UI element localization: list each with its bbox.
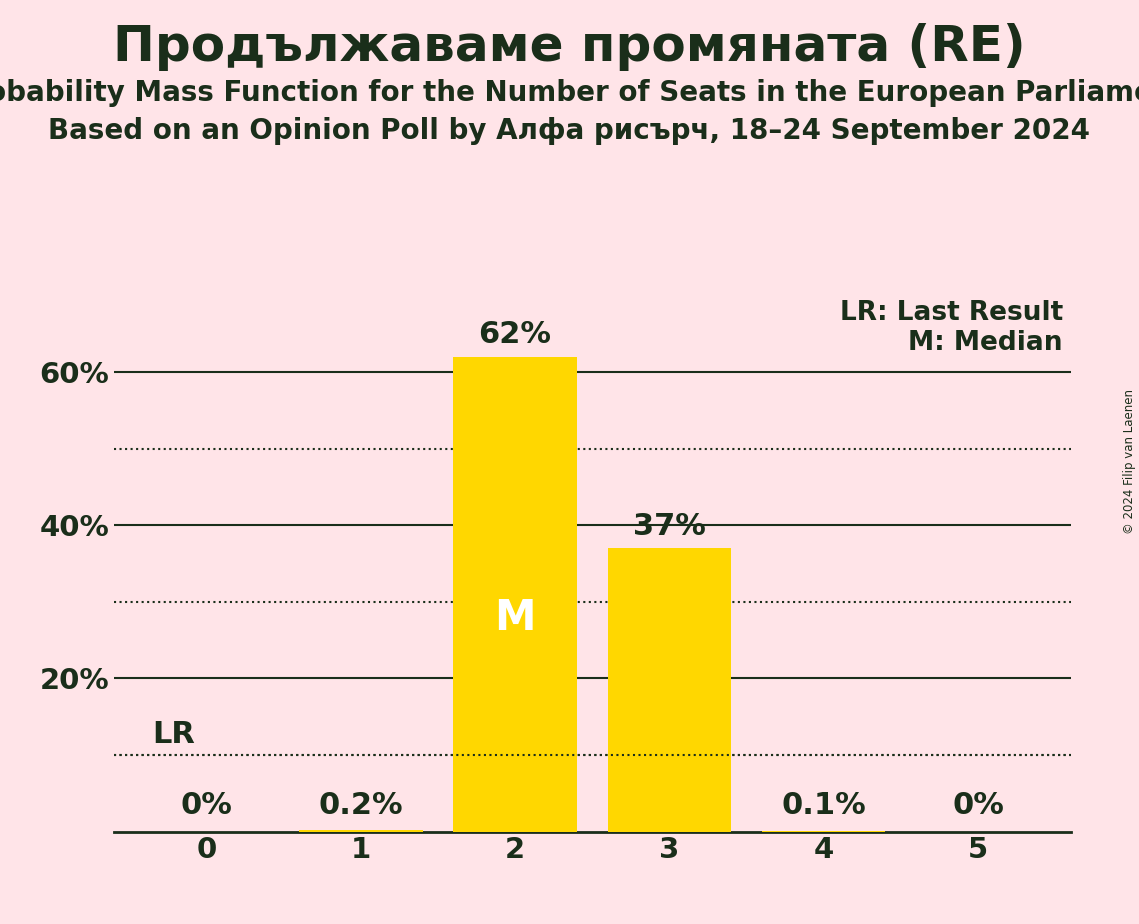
- Text: Based on an Opinion Poll by Алфа рисърч, 18–24 September 2024: Based on an Opinion Poll by Алфа рисърч,…: [49, 117, 1090, 145]
- Text: 0%: 0%: [181, 791, 232, 821]
- Text: 62%: 62%: [478, 321, 551, 349]
- Text: 0.2%: 0.2%: [319, 791, 403, 821]
- Text: M: Median: M: Median: [909, 330, 1063, 356]
- Text: 37%: 37%: [633, 512, 706, 541]
- Text: M: M: [494, 597, 535, 639]
- Text: 0%: 0%: [952, 791, 1003, 821]
- Text: LR: Last Result: LR: Last Result: [839, 299, 1063, 325]
- Text: 0.1%: 0.1%: [781, 791, 866, 821]
- Bar: [453, 357, 576, 832]
- Text: LR: LR: [153, 720, 196, 749]
- Text: Продължаваме промяната (RE): Продължаваме промяната (RE): [113, 23, 1026, 71]
- Text: Probability Mass Function for the Number of Seats in the European Parliament: Probability Mass Function for the Number…: [0, 79, 1139, 106]
- Bar: [300, 830, 423, 832]
- Text: © 2024 Filip van Laenen: © 2024 Filip van Laenen: [1123, 390, 1137, 534]
- Bar: [608, 548, 731, 832]
